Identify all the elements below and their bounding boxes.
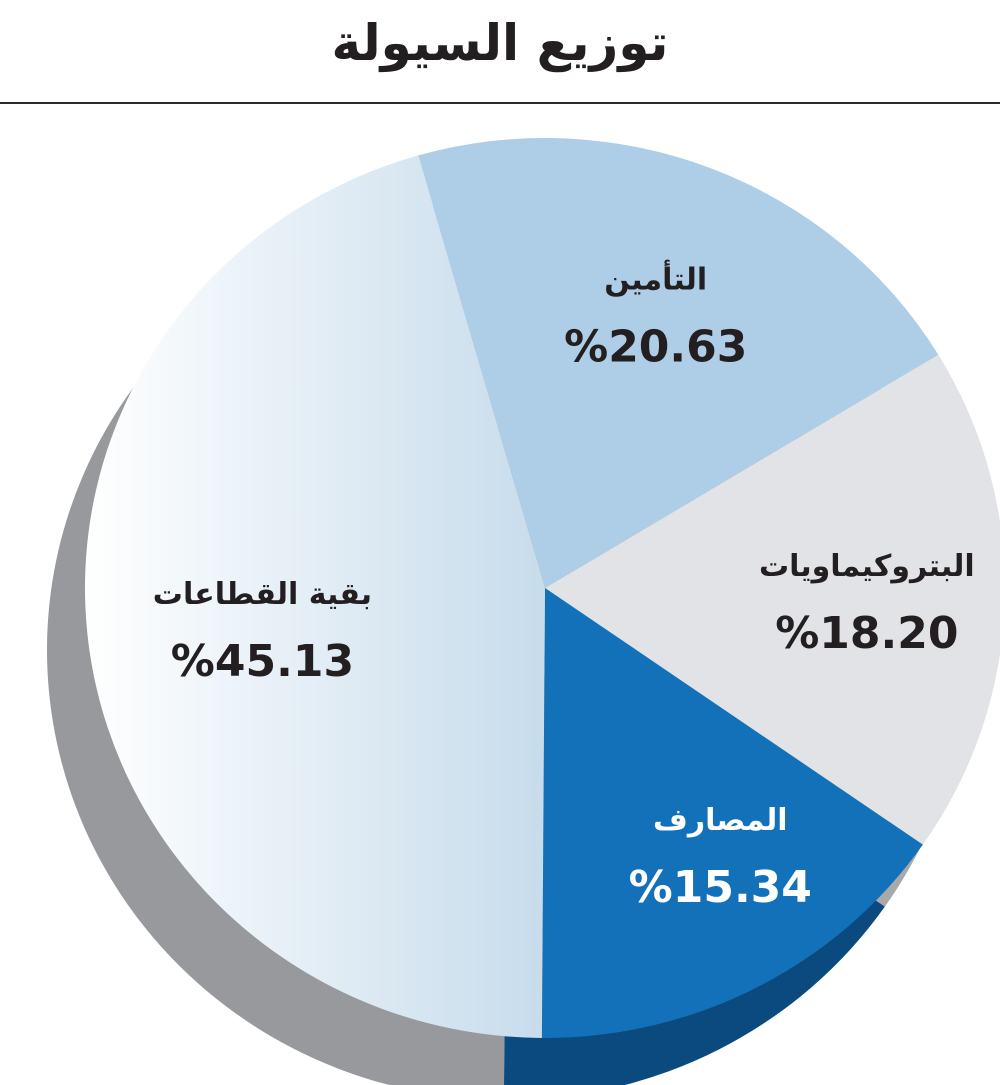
slice-value-petrochemicals: %18.20: [775, 608, 958, 659]
slice-value-banks: %15.34: [629, 862, 812, 913]
pie-slice-other-sectors: [84, 155, 545, 1038]
slice-value-other-sectors: %45.13: [171, 636, 354, 687]
chart-title: توزيع السيولة: [331, 14, 669, 72]
slice-label-other-sectors: بقية القطاعات: [153, 577, 372, 612]
slice-label-insurance: التأمين: [604, 259, 707, 297]
slice-value-insurance: %20.63: [564, 321, 747, 372]
pie-slice-petrochemicals: [545, 354, 1000, 845]
pie-slices: [84, 138, 1000, 1039]
slice-label-petrochemicals: البتروكيماويات: [759, 549, 975, 584]
pie-labels: التأمين %20.63 البتروكيماويات %18.20 المصارف…: [153, 259, 975, 913]
pie-slice-banks: [541, 588, 923, 1039]
slice-label-banks: المصارف: [653, 803, 788, 838]
pie-slice-insurance: [418, 138, 939, 588]
title-divider: [0, 102, 1000, 104]
